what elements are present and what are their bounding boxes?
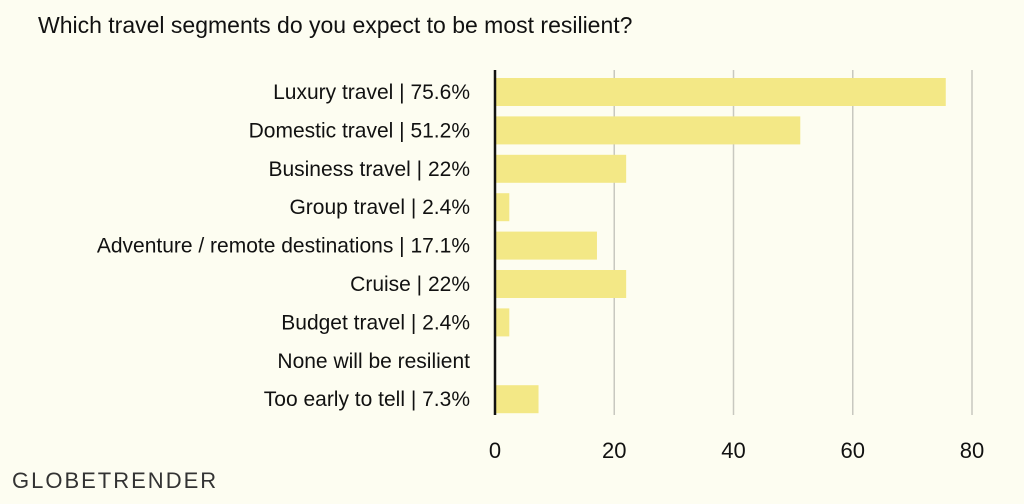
bar bbox=[495, 308, 510, 337]
x-tick-label: 60 bbox=[841, 438, 865, 463]
bar bbox=[495, 231, 597, 260]
category-label: Luxury travel | 75.6% bbox=[273, 81, 470, 104]
bar bbox=[495, 385, 539, 414]
chart-title: Which travel segments do you expect to b… bbox=[38, 12, 633, 38]
category-label: None will be resilient bbox=[277, 350, 470, 373]
category-label: Adventure / remote destinations | 17.1% bbox=[97, 235, 470, 258]
x-tick-label: 20 bbox=[602, 438, 626, 463]
bar bbox=[495, 270, 627, 298]
category-label: Business travel | 22% bbox=[268, 158, 470, 181]
bar bbox=[495, 193, 510, 222]
category-label: Budget travel | 2.4% bbox=[281, 311, 470, 334]
x-tick-label: 0 bbox=[489, 438, 501, 463]
bar bbox=[495, 116, 801, 145]
category-label: Cruise | 22% bbox=[350, 273, 470, 296]
category-label: Too early to tell | 7.3% bbox=[264, 388, 470, 411]
bar bbox=[495, 154, 627, 183]
x-tick-label: 80 bbox=[960, 438, 984, 463]
bar bbox=[495, 78, 946, 106]
globetrender-logo: GLOBETRENDER bbox=[12, 468, 219, 493]
category-label: Domestic travel | 51.2% bbox=[249, 119, 470, 142]
x-tick-label: 40 bbox=[721, 438, 745, 463]
category-label: Group travel | 2.4% bbox=[289, 196, 470, 219]
